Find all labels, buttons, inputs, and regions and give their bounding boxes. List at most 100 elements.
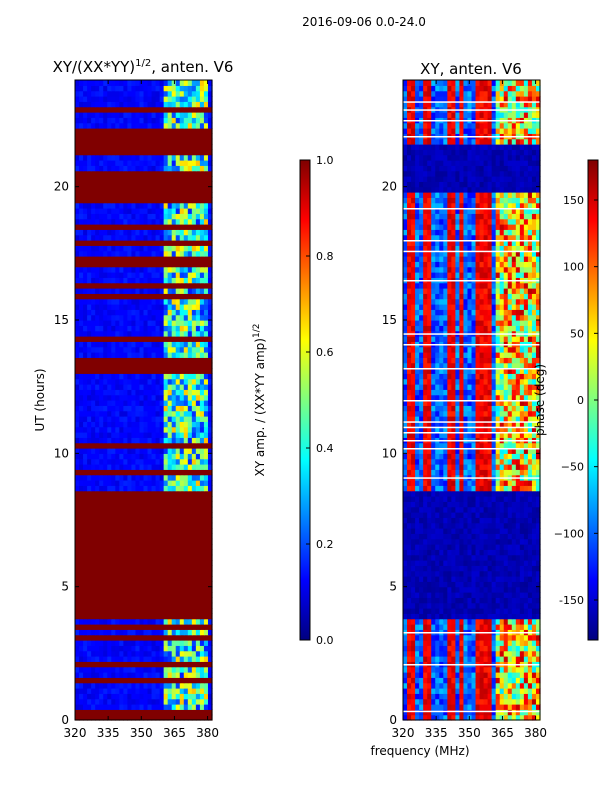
heatmap-cell	[204, 96, 209, 102]
heatmap-cell	[204, 352, 209, 358]
heatmap-cell	[99, 128, 104, 134]
heatmap-cell	[156, 224, 161, 230]
heatmap-cell	[152, 672, 157, 678]
heatmap-cell	[135, 672, 140, 678]
heatmap-cell	[180, 139, 185, 145]
heatmap-cell	[423, 651, 428, 657]
heatmap-cell	[176, 400, 181, 406]
heatmap-cell	[119, 651, 124, 657]
heatmap-cell	[144, 512, 149, 518]
heatmap-cell	[184, 363, 189, 369]
heatmap-cell	[512, 709, 517, 715]
heatmap-cell	[192, 288, 197, 294]
heatmap-cell	[532, 704, 537, 710]
heatmap-cell	[115, 565, 120, 571]
heatmap-cell	[176, 149, 181, 155]
heatmap-cell	[131, 171, 136, 177]
heatmap-cell	[148, 603, 153, 609]
heatmap-cell	[131, 101, 136, 107]
heatmap-cell	[196, 368, 201, 374]
heatmap-cell	[75, 640, 80, 646]
heatmap-cell	[115, 181, 120, 187]
heatmap-cell	[127, 187, 132, 193]
heatmap-cell	[111, 304, 116, 310]
heatmap-cell	[148, 555, 153, 561]
heatmap-cell	[99, 560, 104, 566]
heatmap-cell	[119, 688, 124, 694]
heatmap-cell	[103, 176, 108, 182]
heatmap-cell	[115, 672, 120, 678]
heatmap-cell	[172, 363, 177, 369]
heatmap-cell	[196, 149, 201, 155]
heatmap-cell	[83, 528, 88, 534]
heatmap-cell	[176, 443, 181, 449]
heatmap-cell	[168, 512, 173, 518]
heatmap-cell	[192, 432, 197, 438]
heatmap-cell	[184, 501, 189, 507]
heatmap-cell	[164, 656, 169, 662]
heatmap-cell	[176, 395, 181, 401]
heatmap-cell	[87, 373, 92, 379]
heatmap-cell	[119, 480, 124, 486]
heatmap-cell	[156, 85, 161, 91]
heatmap-cell	[443, 619, 448, 625]
heatmap-cell	[91, 101, 96, 107]
heatmap-cell	[455, 709, 460, 715]
heatmap-cell	[139, 507, 144, 513]
heatmap-cell	[431, 581, 436, 587]
heatmap-cell	[188, 101, 193, 107]
heatmap-cell	[172, 123, 177, 129]
heatmap-cell	[83, 251, 88, 257]
heatmap-cell	[123, 229, 128, 235]
heatmap-cell	[415, 693, 420, 699]
heatmap-cell	[131, 512, 136, 518]
heatmap-cell	[99, 507, 104, 513]
heatmap-cell	[488, 624, 493, 630]
heatmap-cell	[472, 619, 477, 625]
heatmap-cell	[127, 208, 132, 214]
heatmap-cell	[455, 677, 460, 683]
heatmap-cell	[403, 624, 408, 630]
heatmap-cell	[192, 395, 197, 401]
heatmap-cell	[148, 437, 153, 443]
heatmap-cell	[99, 149, 104, 155]
heatmap-cell	[467, 619, 472, 625]
heatmap-cell	[524, 613, 529, 619]
heatmap-cell	[172, 448, 177, 454]
heatmap-cell	[451, 645, 456, 651]
heatmap-cell	[119, 629, 124, 635]
heatmap-cell	[111, 555, 116, 561]
heatmap-cell	[135, 501, 140, 507]
heatmap-cell	[139, 565, 144, 571]
heatmap-cell	[164, 213, 169, 219]
heatmap-cell	[156, 213, 161, 219]
heatmap-cell	[148, 619, 153, 625]
heatmap-cell	[152, 336, 157, 342]
heatmap-cell	[135, 197, 140, 203]
heatmap-cell	[180, 133, 185, 139]
heatmap-cell	[95, 325, 100, 331]
heatmap-cell	[160, 549, 165, 555]
heatmap-cell	[204, 107, 209, 113]
heatmap-cell	[148, 453, 153, 459]
heatmap-cell	[176, 320, 181, 326]
heatmap-cell	[95, 320, 100, 326]
heatmap-cell	[168, 389, 173, 395]
heatmap-cell	[79, 501, 84, 507]
heatmap-cell	[135, 352, 140, 358]
heatmap-cell	[488, 619, 493, 625]
heatmap-cell	[480, 645, 485, 651]
heatmap-cell	[168, 171, 173, 177]
heatmap-cell	[144, 453, 149, 459]
heatmap-cell	[180, 219, 185, 225]
heatmap-cell	[144, 677, 149, 683]
heatmap-cell	[180, 443, 185, 449]
heatmap-cell	[123, 416, 128, 422]
heatmap-cell	[184, 181, 189, 187]
heatmap-cell	[119, 304, 124, 310]
heatmap-cell	[168, 277, 173, 283]
heatmap-cell	[95, 560, 100, 566]
heatmap-cell	[107, 704, 112, 710]
heatmap-cell	[111, 523, 116, 529]
heatmap-cell	[115, 421, 120, 427]
